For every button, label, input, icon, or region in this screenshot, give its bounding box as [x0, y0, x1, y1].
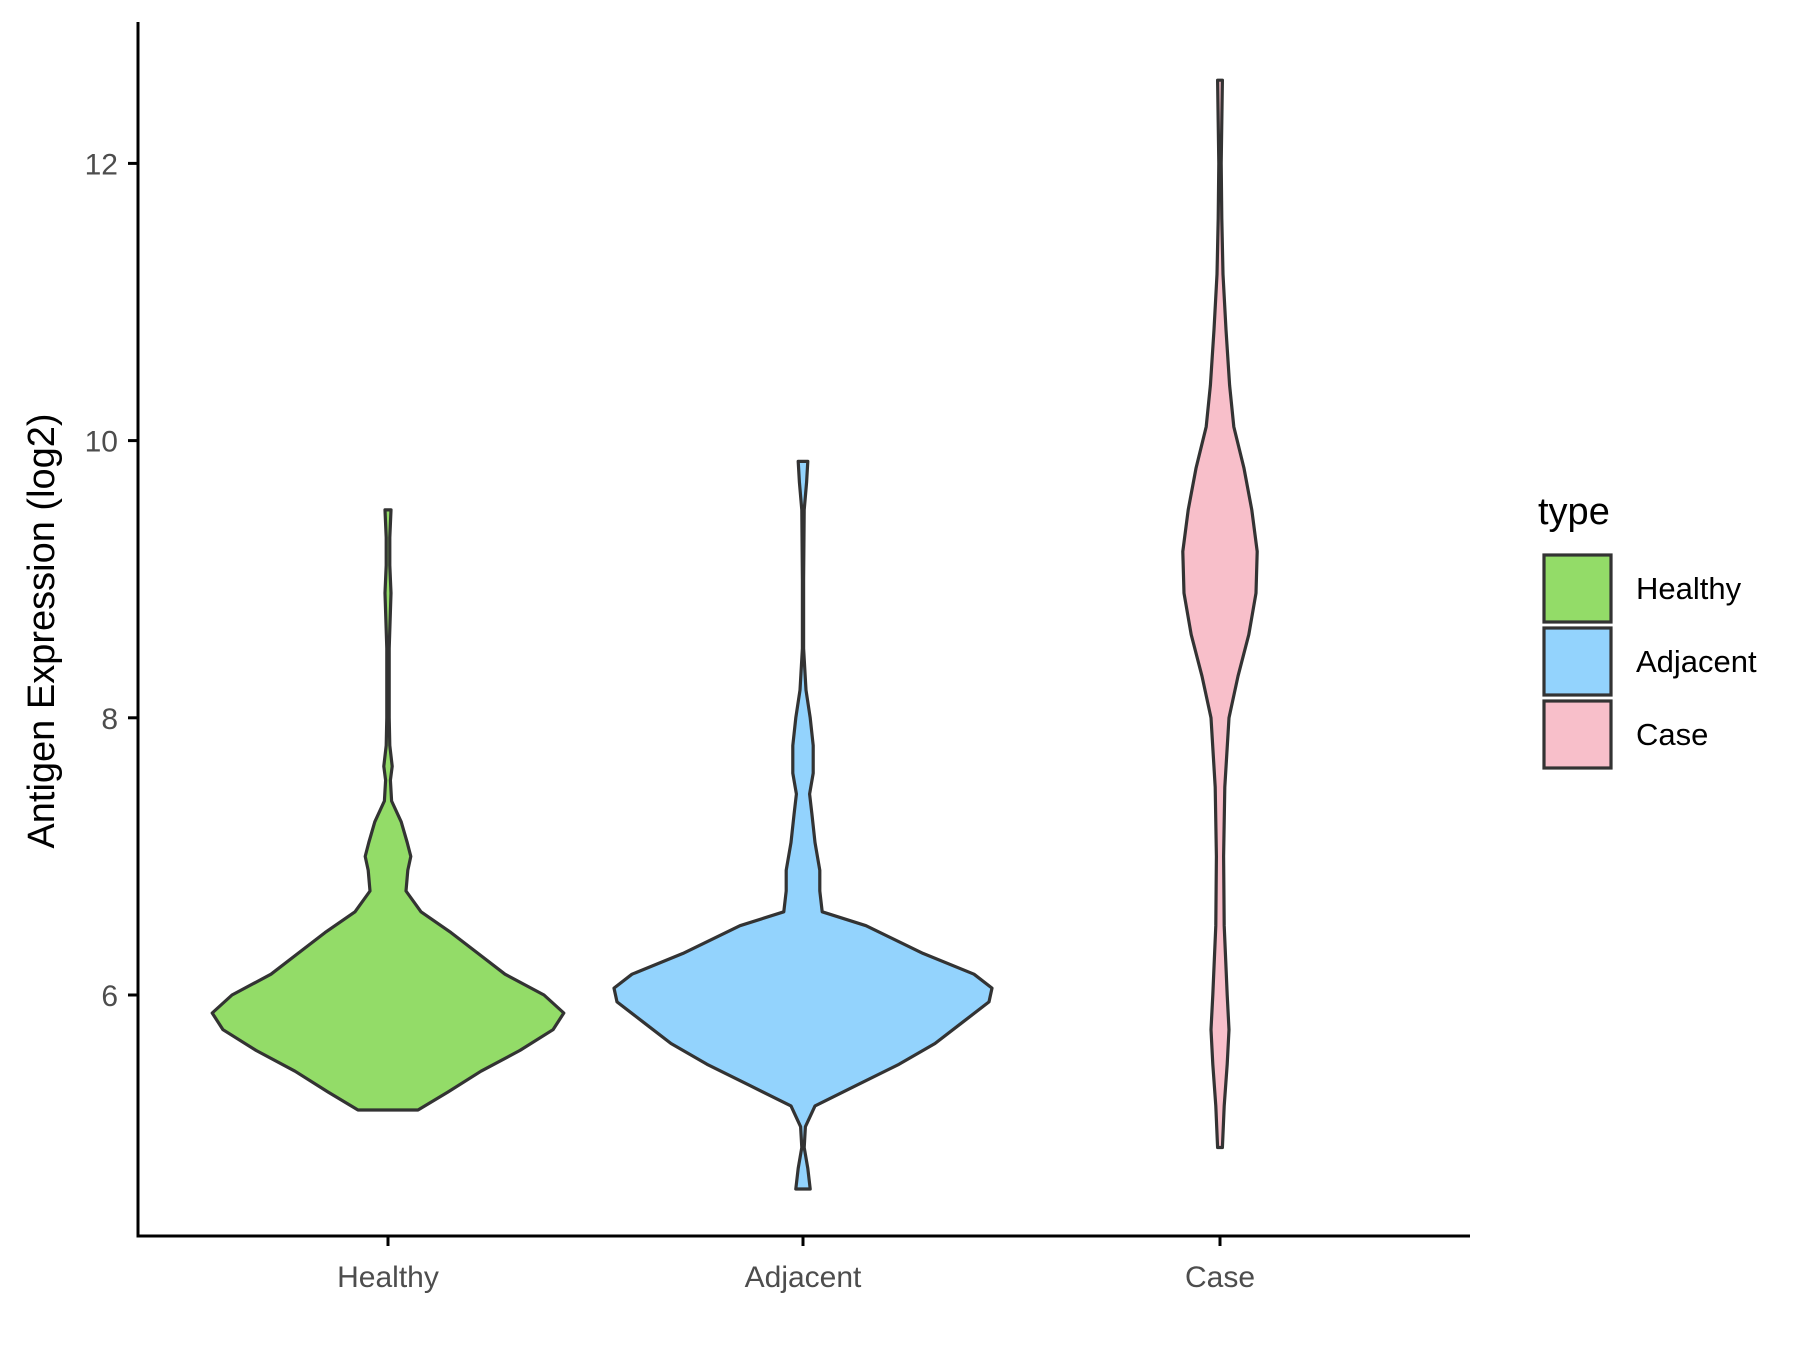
x-ticks: Healthy Adjacent Case — [337, 1236, 1255, 1294]
legend-label-case: Case — [1636, 717, 1708, 752]
legend-label-healthy: Healthy — [1636, 571, 1742, 606]
y-tick-label: 6 — [101, 980, 118, 1013]
y-tick-label: 10 — [85, 426, 118, 459]
legend-title: type — [1538, 491, 1610, 533]
x-tick-label: Healthy — [337, 1261, 439, 1294]
violin-healthy — [210, 508, 566, 1112]
y-ticks: 6 8 10 12 — [85, 148, 138, 1013]
legend-label-adjacent: Adjacent — [1636, 644, 1757, 679]
y-axis-title: Antigen Expression (log2) — [21, 413, 63, 848]
legend-swatch-case — [1542, 699, 1613, 770]
x-tick-label: Adjacent — [745, 1261, 862, 1294]
violin-adjacent — [612, 459, 994, 1191]
violins-layer — [210, 78, 1259, 1191]
x-tick-label: Case — [1185, 1261, 1255, 1294]
legend-swatch-healthy — [1542, 553, 1613, 624]
y-tick-label: 8 — [101, 703, 118, 736]
y-tick-label: 12 — [85, 148, 118, 181]
violin-case — [1181, 78, 1259, 1150]
legend: type Healthy Adjacent Case — [1538, 491, 1757, 770]
legend-swatch-adjacent — [1542, 626, 1613, 697]
